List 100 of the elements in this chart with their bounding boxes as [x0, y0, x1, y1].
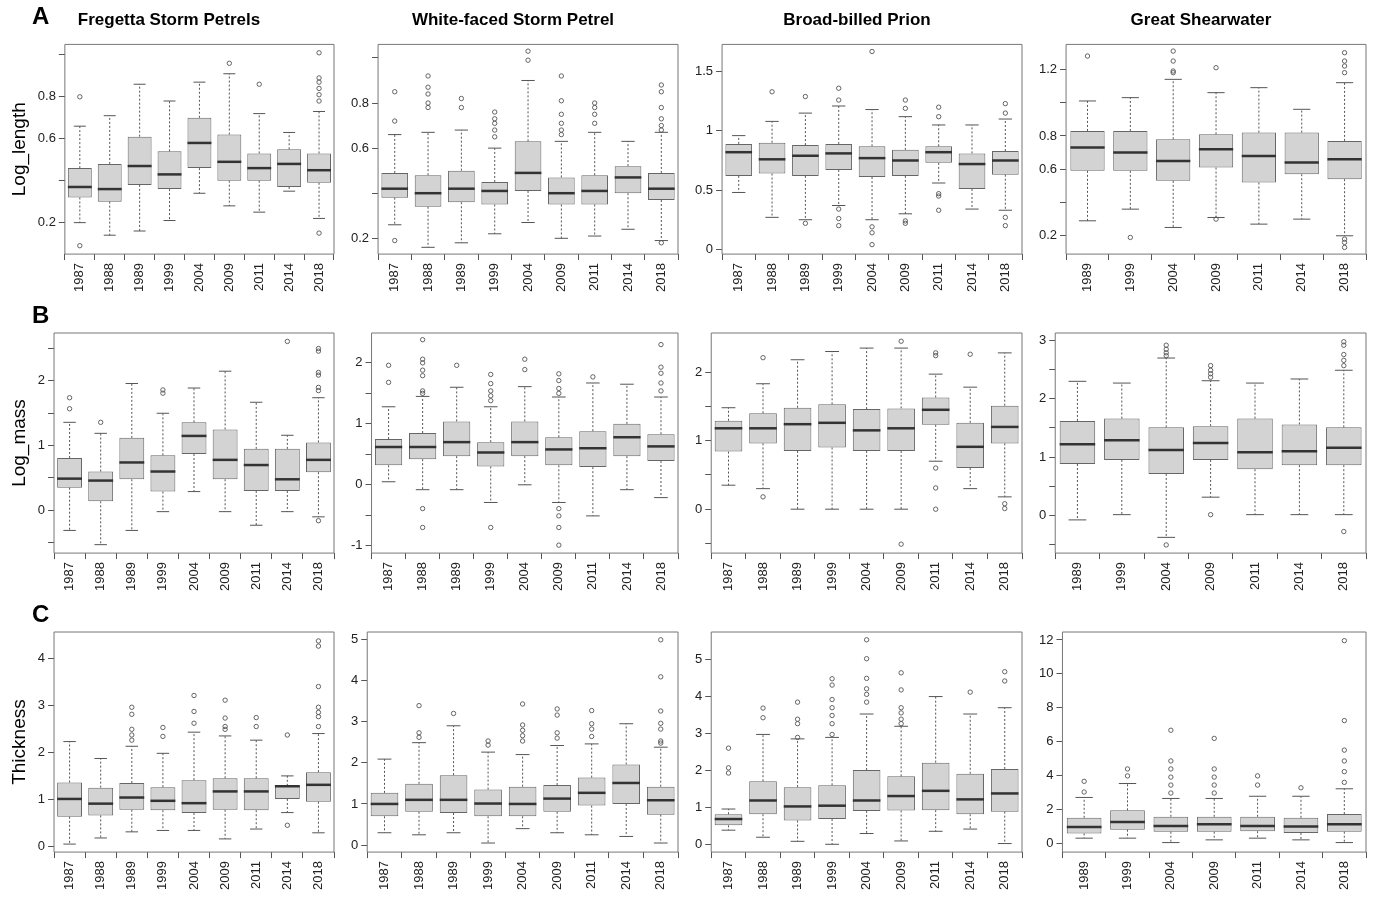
x-tick-label: 2004	[1164, 263, 1180, 292]
x-tick-label: 1987	[61, 562, 77, 591]
y-tick-label: 0	[705, 240, 714, 256]
x-tick-label: 2011	[586, 263, 602, 292]
y-tick-label: 1	[37, 791, 46, 807]
x-tick-label: 2009	[548, 861, 564, 890]
x-tick-label: 1989	[131, 263, 147, 292]
y-tick-label: 1	[355, 415, 363, 431]
x-tick-label: 2009	[550, 562, 566, 591]
x-tick-label: 1999	[1113, 562, 1129, 591]
y-axis-title: Log_length	[7, 102, 30, 197]
x-tick-label: 2014	[1292, 861, 1308, 890]
x-tick-label: 2014	[963, 263, 979, 292]
y-tick-label: 0.2	[350, 229, 370, 245]
y-tick-label: 2	[1039, 390, 1047, 406]
x-tick-label: 2011	[930, 263, 946, 292]
x-tick-label: 2018	[996, 562, 1012, 591]
x-tick-label: 1989	[123, 562, 139, 591]
y-tick-label: 5	[695, 650, 703, 666]
y-tick-label: 0.2	[1038, 227, 1058, 243]
x-tick-label: 1999	[486, 263, 502, 292]
y-tick-label: 6	[1046, 733, 1054, 749]
x-tick-label: 1999	[823, 861, 839, 890]
x-tick-label: 2011	[1246, 562, 1262, 591]
y-tick-label: 0.5	[694, 181, 714, 197]
x-tick-label: 1988	[419, 263, 435, 292]
x-tick-label: 1989	[789, 562, 805, 591]
x-tick-label: 2004	[863, 263, 879, 292]
x-tick-label: 1989	[1075, 861, 1091, 890]
y-tick-label: 0	[355, 476, 363, 492]
x-tick-label: 1988	[414, 562, 430, 591]
x-tick-label: 2014	[278, 562, 294, 591]
x-tick-label: 2014	[961, 562, 977, 591]
x-tick-label: 1989	[123, 861, 139, 890]
y-tick-label: 0	[37, 838, 46, 854]
y-axis-title: Thickness	[7, 699, 29, 785]
x-tick-label: 2011	[927, 861, 943, 890]
x-tick-label: 1987	[380, 562, 396, 591]
x-tick-label: 1987	[376, 861, 392, 890]
y-tick-label: 5	[351, 630, 359, 646]
y-axis-title: Log_mass	[7, 399, 30, 487]
x-tick-label: 2004	[185, 861, 201, 890]
y-tick-label: 4	[37, 650, 46, 666]
x-tick-label: 1987	[720, 562, 736, 591]
text: B	[32, 301, 50, 329]
x-tick-label: 1999	[823, 562, 839, 591]
x-tick-label: 1989	[789, 861, 805, 890]
x-tick-label: 2014	[1293, 263, 1309, 292]
x-tick-label: 2011	[584, 562, 600, 591]
x-tick-label: 1999	[482, 562, 498, 591]
y-tick-label: 0	[695, 500, 703, 516]
x-tick-label: 1989	[796, 263, 812, 292]
x-tick-label: 2018	[652, 263, 668, 292]
y-tick-label: 0.2	[37, 214, 56, 230]
x-tick-label: 2018	[1335, 861, 1351, 890]
x-tick-label: 2009	[892, 562, 908, 591]
x-tick-label: 2011	[927, 562, 943, 591]
y-tick-label: -1	[351, 537, 363, 553]
x-tick-label: 2004	[516, 562, 532, 591]
x-tick-label: 2018	[996, 263, 1012, 292]
x-tick-label: 2014	[617, 861, 633, 890]
x-tick-label: 2018	[1335, 562, 1351, 591]
y-tick-label: 1	[695, 432, 703, 448]
x-tick-label: 1987	[61, 861, 77, 890]
text: A	[32, 2, 50, 30]
y-tick-label: 0	[1046, 835, 1054, 851]
y-tick-label: 2	[355, 354, 363, 370]
x-tick-label: 2009	[892, 861, 908, 890]
y-tick-label: 3	[37, 697, 46, 713]
x-tick-label: 1999	[1121, 263, 1137, 292]
x-tick-label: 2009	[1202, 562, 1218, 591]
y-tick-label: 2	[695, 762, 703, 778]
x-tick-label: 2011	[250, 263, 266, 292]
y-tick-label: 0.8	[350, 94, 370, 110]
y-tick-label: 3	[351, 713, 359, 729]
x-tick-label: 1999	[830, 263, 846, 292]
text: C	[32, 600, 50, 628]
y-tick-label: 0	[37, 501, 46, 517]
x-tick-label: 2018	[1336, 263, 1352, 292]
x-tick-label: 1988	[92, 562, 108, 591]
x-tick-label: 1988	[754, 562, 770, 591]
x-tick-label: 2004	[514, 861, 530, 890]
x-tick-label: 1988	[410, 861, 426, 890]
x-tick-label: 2009	[1207, 263, 1223, 292]
x-tick-label: 1987	[71, 263, 87, 292]
y-tick-label: 2	[695, 363, 703, 379]
x-tick-label: 1987	[386, 263, 402, 292]
y-tick-label: 0.6	[1038, 160, 1058, 176]
x-tick-label: 1999	[154, 861, 170, 890]
x-tick-label: 2018	[996, 861, 1012, 890]
x-tick-label: 2009	[896, 263, 912, 292]
x-tick-label: 2011	[1250, 263, 1266, 292]
x-tick-label: 2018	[652, 562, 668, 591]
x-tick-label: 2004	[1162, 861, 1178, 890]
x-tick-label: 2018	[310, 263, 326, 292]
y-tick-label: 3	[695, 724, 703, 740]
x-tick-label: 1989	[1079, 263, 1095, 292]
x-tick-label: 1988	[754, 861, 770, 890]
y-tick-label: 0	[695, 836, 703, 852]
x-tick-label: 1988	[92, 861, 108, 890]
